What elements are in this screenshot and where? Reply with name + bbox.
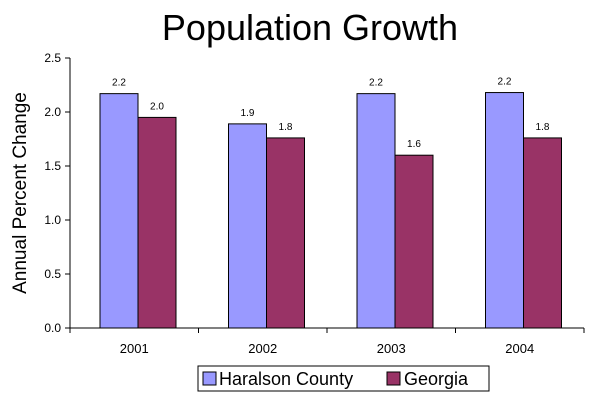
legend-box <box>197 365 490 392</box>
bars <box>99 92 562 329</box>
bar <box>266 137 305 329</box>
y-axis-label: Annual Percent Change <box>10 92 31 294</box>
legend: Haralson County Georgia <box>197 365 490 392</box>
bar <box>485 92 524 329</box>
bar <box>394 154 434 329</box>
y-tick-label: 2.0 <box>44 105 61 119</box>
y-tick-label: 1.5 <box>44 159 61 173</box>
y-tick-label: 0.5 <box>44 267 61 281</box>
y-tick-label: 1.0 <box>44 213 61 227</box>
data-label: 1.9 <box>241 108 255 119</box>
data-labels: 2.2 1.9 2.2 2.2 2.0 1.8 1.6 1.8 <box>112 77 550 151</box>
chart-title: Population Growth <box>162 7 458 48</box>
y-axis: 0.0 0.5 1.0 1.5 2.0 2.5 <box>44 51 71 335</box>
legend-swatch-georgia <box>386 371 401 386</box>
bar <box>137 116 177 329</box>
bar <box>523 137 562 329</box>
y-tick-label: 2.5 <box>44 51 61 65</box>
x-tick-label: 2001 <box>120 341 149 356</box>
legend-label-haralson-county: Haralson County <box>219 369 353 389</box>
x-axis: 2001 2002 2003 2004 <box>69 327 585 356</box>
data-label: 1.6 <box>407 139 421 150</box>
data-label: 2.2 <box>369 78 383 89</box>
bar <box>356 93 396 329</box>
bar <box>99 93 139 329</box>
x-tick-label: 2004 <box>505 341 534 356</box>
legend-swatch-haralson-county <box>202 371 217 386</box>
x-tick-label: 2002 <box>248 341 277 356</box>
y-tick-label: 0.0 <box>44 321 61 335</box>
data-label: 2.0 <box>150 101 164 112</box>
data-label: 1.8 <box>536 122 550 133</box>
data-label: 1.8 <box>279 122 293 133</box>
legend-label-georgia: Georgia <box>404 369 469 389</box>
data-label: 2.2 <box>498 77 512 88</box>
data-label: 2.2 <box>112 78 126 89</box>
bar <box>228 123 267 329</box>
x-tick-label: 2003 <box>377 341 406 356</box>
